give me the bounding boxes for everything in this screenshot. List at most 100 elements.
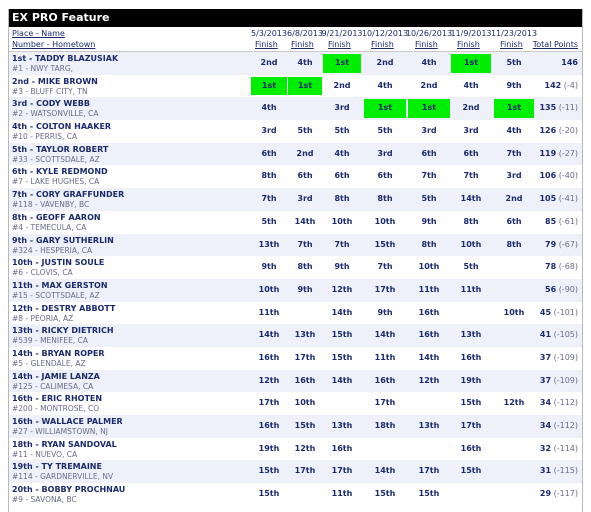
rider-place-name[interactable]: 14th - JAMIE LANZA — [12, 371, 100, 381]
table-row: 18th - RYAN SANDOVAL #11 - NUEVO, CA 19th 1… — [9, 438, 582, 461]
rider-place-name[interactable]: 3rd - CODY WEBB — [12, 99, 90, 109]
total-points-header[interactable]: Total Points — [532, 40, 578, 49]
finish-cell: 1st — [408, 99, 450, 119]
finish-cell: 15th — [418, 489, 440, 499]
finish-column-header[interactable]: Finish — [371, 40, 394, 49]
finish-cell: 5th — [506, 58, 522, 67]
table-row: 13th - RICKY DIETRICH #539 - MENIFEE, CA 1… — [9, 324, 582, 347]
finish-column-header[interactable]: Finish — [328, 40, 351, 49]
finish-cell: 6th — [463, 148, 479, 158]
finish-cell: 18th — [374, 421, 396, 430]
points-behind-leader: (-40) — [558, 171, 578, 181]
rider-number-hometown: #15 - SCOTTSDALE, AZ — [12, 290, 100, 300]
finish-cell: 12th — [503, 398, 525, 408]
finish-cell: 8th — [334, 194, 350, 204]
total-points-cell: 31 (-115) — [540, 460, 578, 483]
finish-column-header[interactable]: Finish — [415, 40, 438, 49]
rider-place-name[interactable]: 13th - RICKY DIETRICH — [12, 326, 114, 336]
rider-place-name[interactable]: 8th - GEOFF AARON — [12, 212, 101, 222]
finish-cell: 14th — [258, 330, 280, 340]
rider-place-name[interactable]: 5th - TAYLOR ROBERT — [12, 144, 109, 154]
finish-cell: 16th — [460, 352, 482, 362]
finish-cell: 2nd — [296, 148, 314, 158]
finish-cell: 16th — [374, 375, 396, 385]
rider-number-hometown: #33 - SCOTTSDALE, AZ — [12, 154, 100, 164]
total-points-cell: 37 (-109) — [540, 370, 578, 393]
standings-panel: EX PRO Feature Place - Name Number - Hom… — [8, 9, 583, 512]
finish-cell: 4th — [463, 80, 479, 90]
finish-cell — [288, 97, 322, 120]
event-date-header: 10/12/2013 — [361, 29, 409, 38]
finish-cell: 13th — [418, 421, 440, 430]
rider-place-name[interactable]: 6th - KYLE REDMOND — [12, 167, 108, 177]
total-points-value: 34 — [539, 398, 552, 408]
table-row: 10th - JUSTIN SOULE #6 - CLOVIS, CA 9th 8th… — [9, 256, 582, 279]
place-name-header[interactable]: Place - Name — [12, 29, 65, 38]
rider-number-hometown: #27 - WILLIAMSTOWN, NJ — [12, 427, 108, 436]
finish-cell — [288, 302, 322, 325]
rider-place-name[interactable]: 20th - BOBBY PROCHNAU — [12, 485, 126, 495]
rider-place-name[interactable]: 9th - GARY SUTHERLIN — [12, 235, 114, 245]
rider-place-name[interactable]: 19th - TY TREMAINE — [12, 462, 102, 472]
rider-place-name[interactable]: 16th - WALLACE PALMER — [12, 417, 123, 426]
rider-place-name[interactable]: 18th - RYAN SANDOVAL — [12, 439, 117, 449]
table-row: 12th - DESTRY ABBOTT #8 - PEORIA, AZ 11th 1… — [9, 302, 582, 325]
finish-column-header[interactable]: Finish — [457, 40, 480, 49]
rider-place-name[interactable]: 16th - ERIC RHOTEN — [12, 394, 103, 404]
finish-cell — [494, 370, 534, 393]
rider-place-name[interactable]: 14th - BRYAN ROPER — [12, 348, 105, 358]
finish-cell: 19th — [258, 443, 280, 453]
finish-cell — [451, 483, 491, 506]
finish-cell: 15th — [331, 330, 353, 340]
finish-cell: 15th — [331, 352, 353, 362]
finish-cell: 10th — [374, 216, 396, 226]
finish-cell: 5th — [463, 262, 479, 272]
rider-place-name[interactable]: 4th - COLTON HAAKER — [12, 122, 112, 132]
points-behind-leader: (-105) — [553, 330, 578, 340]
finish-cell: 8th — [261, 171, 277, 181]
total-points-cell: 34 (-112) — [540, 415, 578, 438]
finish-cell: 13th — [460, 330, 482, 340]
total-points-value: 56 — [545, 284, 557, 294]
rider-place-name[interactable]: 10th - JUSTIN SOULE — [12, 258, 105, 268]
finish-cell: 4th — [334, 148, 350, 158]
total-points-cell: 79 (-67) — [545, 234, 578, 257]
finish-cell: 14th — [418, 352, 440, 362]
finish-cell: 16th — [258, 421, 280, 430]
finish-column-header[interactable]: Finish — [500, 40, 523, 49]
rider-place-name[interactable]: 7th - CORY GRAFFUNDER — [12, 190, 125, 200]
finish-cell — [323, 392, 361, 415]
points-behind-leader: (-41) — [558, 194, 578, 204]
finish-column-header[interactable]: Finish — [255, 40, 278, 49]
event-date-header: 9/21/2013 — [321, 29, 363, 38]
finish-cell: 3rd — [463, 126, 479, 136]
finish-cell: 1st — [494, 99, 534, 119]
total-points-cell: 29 (-117) — [540, 483, 578, 506]
table-row: 6th - KYLE REDMOND #7 - LAKE HUGHES, CA 8t… — [9, 165, 582, 188]
table-row: 20th - BOBBY PROCHNAU #9 - SAVONA, BC 15th… — [9, 483, 582, 506]
finish-cell: 4th — [297, 58, 313, 67]
rider-number-hometown: #200 - MONTROSE, CO — [12, 404, 100, 414]
rider-place-name[interactable]: 12th - DESTRY ABBOTT — [12, 303, 116, 313]
rider-number-hometown: #10 - PERRIS, CA — [12, 132, 78, 142]
finish-cell: 16th — [258, 352, 280, 362]
finish-cell: 10th — [460, 239, 482, 249]
finish-cell: 8th — [506, 239, 522, 249]
points-behind-leader: (-4) — [563, 80, 578, 90]
rider-place-name[interactable]: 1st - TADDY BLAZUSIAK — [12, 54, 119, 63]
rider-number-hometown: #114 - GARDNERVILLE, NV — [12, 472, 114, 482]
number-hometown-header[interactable]: Number - Hometown — [12, 40, 96, 49]
finish-cell: 19th — [460, 375, 482, 385]
finish-cell: 17th — [460, 421, 482, 430]
rider-place-name[interactable]: 2nd - MIKE BROWN — [12, 76, 98, 86]
finish-cell: 17th — [418, 466, 440, 476]
points-behind-leader: (-114) — [553, 443, 578, 453]
finish-column-header[interactable]: Finish — [291, 40, 314, 49]
table-row: 8th - GEOFF AARON #4 - TEMECULA, CA 5th 14t… — [9, 211, 582, 234]
rider-number-hometown: #4 - TEMECULA, CA — [12, 222, 87, 232]
rider-number-hometown: #5 - GLENDALE, AZ — [12, 358, 86, 368]
finish-cell: 11th — [460, 284, 482, 294]
rider-place-name[interactable]: 11th - MAX GERSTON — [12, 280, 108, 290]
total-points-cell: 32 (-114) — [540, 438, 578, 461]
finish-cell: 2nd — [333, 80, 351, 90]
